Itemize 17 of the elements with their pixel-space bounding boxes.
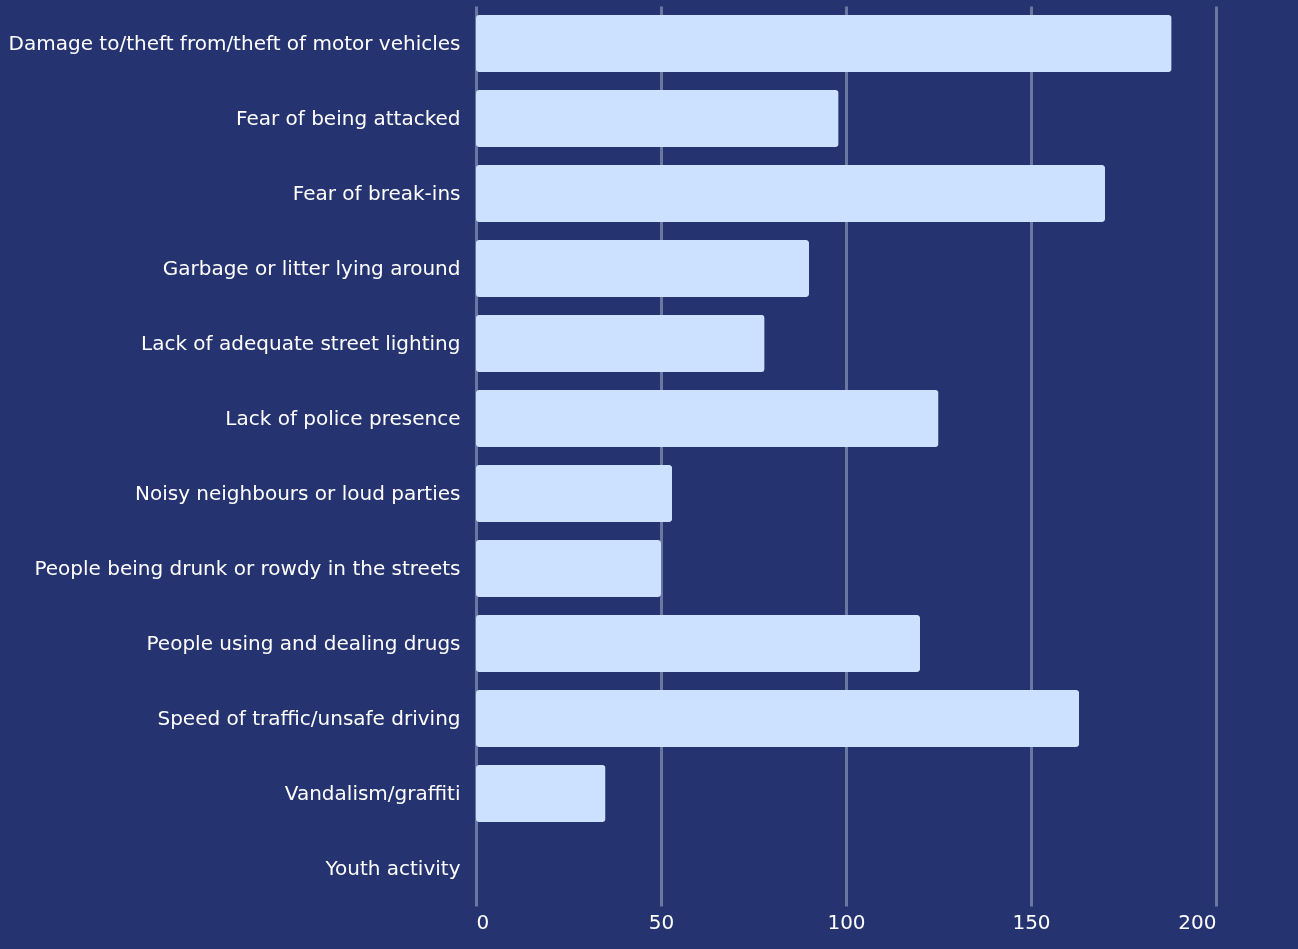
y-tick-label: Fear of break-ins (292, 180, 461, 205)
y-tick-label: Lack of adequate street lighting (141, 330, 461, 355)
y-tick-label: People using and dealing drugs (146, 630, 461, 655)
y-tick-label: Garbage or litter lying around (162, 255, 461, 280)
y-tick-label: Lack of police presence (225, 405, 461, 430)
x-tick-label: 100 (827, 909, 866, 934)
y-tick-label: Youth activity (324, 855, 461, 880)
y-tick-label: Speed of traffic/unsafe driving (157, 705, 461, 730)
x-tick-label: 200 (1178, 909, 1217, 934)
y-tick-label: Damage to/theft from/theft of motor vehicles (8, 30, 461, 55)
y-tick-label: Fear of being attacked (235, 105, 461, 130)
x-tick-label: 50 (648, 909, 675, 934)
y-tick-label: Vandalism/graffiti (284, 780, 461, 805)
x-tick-label: 150 (1012, 909, 1051, 934)
x-tick-label: 0 (476, 909, 490, 934)
y-tick-label: People being drunk or rowdy in the streets (34, 555, 461, 580)
y-tick-label: Noisy neighbours or loud parties (134, 480, 461, 505)
